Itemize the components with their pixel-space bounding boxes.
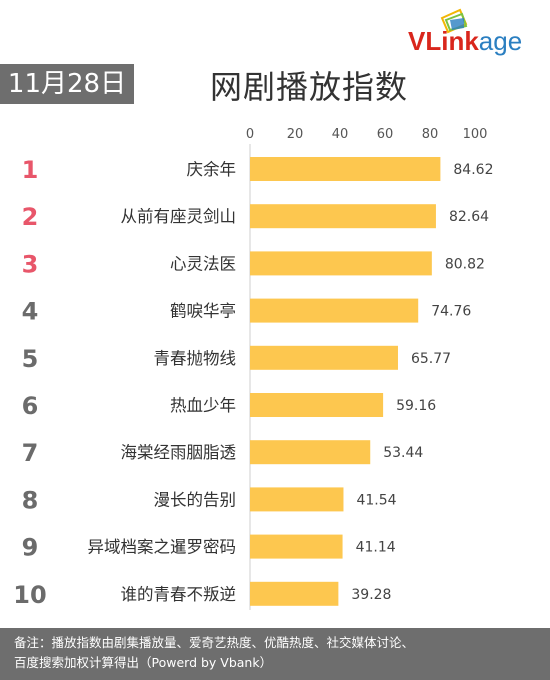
bar <box>250 440 371 465</box>
logo-icon <box>440 8 468 34</box>
bar <box>250 487 344 512</box>
logo-text: VLinkage <box>408 26 523 56</box>
value-label: 65.77 <box>411 351 451 367</box>
rank-number: 9 <box>22 534 39 562</box>
rank-number: 7 <box>22 439 39 467</box>
value-label: 84.62 <box>453 162 493 178</box>
category-label: 谁的青春不叛逆 <box>121 585 237 604</box>
category-label: 青春抛物线 <box>154 349 237 368</box>
rank-number: 5 <box>22 345 39 373</box>
footer-line-1: 备注：播放指数由剧集播放量、爱奇艺热度、优酷热度、社交媒体讨论、 <box>14 635 415 650</box>
bar <box>250 393 384 417</box>
category-label: 从前有座灵剑山 <box>121 207 237 226</box>
bar-chart: 0 20 40 60 80 100 1 庆余年 84.62 2 从前有座灵剑山 82.64 3 心灵法医 8… <box>13 127 493 610</box>
bar <box>250 298 419 323</box>
category-label: 心灵法医 <box>170 254 236 273</box>
bar <box>250 581 339 606</box>
bar <box>250 204 436 229</box>
bar <box>250 345 398 370</box>
rank-number: 3 <box>22 250 39 278</box>
category-label: 海棠经雨胭脂透 <box>121 443 237 462</box>
category-label: 漫长的告别 <box>154 490 237 509</box>
value-label: 41.54 <box>356 492 396 508</box>
value-label: 82.64 <box>449 209 489 225</box>
value-label: 41.14 <box>356 540 396 556</box>
x-tick-label: 80 <box>422 127 439 142</box>
x-tick-label: 20 <box>287 127 304 142</box>
brand-logo: VLinkage <box>408 8 542 58</box>
rank-number: 8 <box>22 486 39 514</box>
rank-number: 1 <box>22 156 39 184</box>
value-label: 80.82 <box>445 256 485 272</box>
x-tick-label: 60 <box>377 127 394 142</box>
category-label: 热血少年 <box>170 396 236 415</box>
rank-number: 4 <box>22 298 39 326</box>
value-label: 53.44 <box>383 445 423 461</box>
rank-number: 2 <box>22 203 39 231</box>
footer-line-2: 百度搜索加权计算得出（Powerd by Vbank） <box>14 655 273 670</box>
bar <box>250 251 432 276</box>
rank-number: 6 <box>22 392 39 420</box>
bar <box>250 157 441 181</box>
date-badge: 11月28日 <box>0 64 134 104</box>
x-tick-label: 40 <box>332 127 349 142</box>
x-tick-label: 100 <box>463 127 488 142</box>
category-label: 鹤唳华亭 <box>170 302 236 321</box>
category-label: 庆余年 <box>187 160 237 179</box>
chart-title: 网剧播放指数 <box>210 68 409 106</box>
rank-number: 10 <box>13 581 46 609</box>
bar <box>250 534 343 559</box>
value-label: 74.76 <box>431 304 471 320</box>
value-label: 59.16 <box>396 398 436 414</box>
x-tick-label: 0 <box>246 127 254 142</box>
footer-note: 备注：播放指数由剧集播放量、爱奇艺热度、优酷热度、社交媒体讨论、 百度搜索加权计… <box>0 628 550 680</box>
category-label: 异域档案之暹罗密码 <box>88 538 237 557</box>
value-label: 39.28 <box>351 587 391 603</box>
